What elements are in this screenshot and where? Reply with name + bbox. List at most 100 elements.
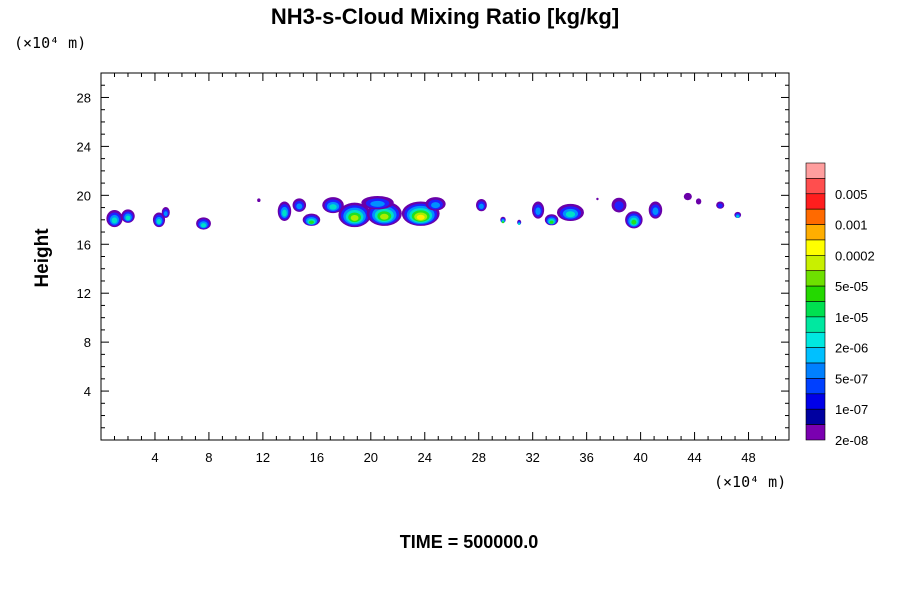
colorbar-swatch <box>805 424 826 441</box>
x-tick-label: 4 <box>151 450 158 465</box>
cloud-cell-layer <box>380 213 389 220</box>
colorbar-label: 0.0002 <box>835 248 875 263</box>
cloud-cell <box>596 197 599 201</box>
x-tick-label: 16 <box>310 450 324 465</box>
cloud-cell <box>196 217 211 230</box>
cloud-cell <box>544 214 559 226</box>
cloud-cell <box>500 216 506 224</box>
cloud-cell-layer <box>479 203 484 210</box>
cloud-cell-layer <box>535 207 541 216</box>
cloud-cell <box>361 195 394 210</box>
x-tick-label: 8 <box>205 450 212 465</box>
cloud-cell-layer <box>125 215 131 221</box>
y-tick-label: 8 <box>84 335 91 350</box>
time-footer: TIME = 500000.0 <box>400 532 539 552</box>
colorbar-swatch <box>805 393 826 410</box>
cloud-cell-layer <box>517 223 521 226</box>
x-unit-label: (×10⁴ m) <box>714 473 786 491</box>
cloud-cell-layer <box>631 219 637 225</box>
cloud-cell <box>152 212 166 228</box>
cloud-cell-layer <box>652 207 659 216</box>
y-tick-label: 4 <box>84 384 91 399</box>
cloud-cell <box>611 197 627 213</box>
cloud-cell-layer <box>350 214 359 221</box>
cloud-cell <box>302 213 321 226</box>
x-tick-label: 48 <box>741 450 755 465</box>
cloud-cell <box>695 198 702 205</box>
cloud-cell <box>517 219 522 226</box>
cloud-cell-layer <box>308 220 314 224</box>
colorbar: 0.005 0.001 0.0002 5e-05 1e-05 2e-06 5e-07 1e-0… <box>805 162 875 448</box>
colorbar-label: 2e-06 <box>835 341 868 356</box>
chart-title: NH3-s-Cloud Mixing Ratio [kg/kg] <box>271 4 619 29</box>
cloud-cell-layer <box>329 204 337 210</box>
colorbar-label: 1e-05 <box>835 310 868 325</box>
colorbar-label: 2e-08 <box>835 433 868 448</box>
cloud-cell <box>106 210 123 228</box>
x-tick-label: 28 <box>471 450 485 465</box>
cloud-cell-layer <box>695 198 702 205</box>
cloud-field-layer <box>106 192 742 230</box>
colorbar-swatch <box>805 408 826 425</box>
colorbar-swatch <box>805 270 826 287</box>
colorbar-swatch <box>805 162 826 179</box>
cloud-cell <box>366 201 402 226</box>
cloud-cell-layer <box>717 203 723 208</box>
cloud-cell-layer <box>111 217 118 224</box>
cloud-cell <box>716 201 725 209</box>
colorbar-swatch <box>805 331 826 348</box>
cloud-cell-layer <box>736 215 739 218</box>
cloud-cell-layer <box>501 221 505 224</box>
colorbar-swatch <box>805 208 826 225</box>
x-tick-label: 32 <box>525 450 539 465</box>
cloud-cell <box>121 209 135 223</box>
cloud-cell <box>322 197 344 214</box>
colorbar-swatch <box>805 301 826 318</box>
x-tick-label: 12 <box>256 450 270 465</box>
colorbar-label: 5e-07 <box>835 371 868 386</box>
x-tick-label: 20 <box>364 450 378 465</box>
y-unit-label: (×10⁴ m) <box>14 34 86 52</box>
cloud-cell-layer <box>156 219 162 225</box>
cloud-cell-layer <box>596 197 599 201</box>
cloud-cell <box>683 192 692 201</box>
cloud-cell <box>338 202 371 228</box>
cloud-cell-layer <box>416 214 425 220</box>
colorbar-swatch <box>805 362 826 379</box>
y-tick-label: 20 <box>77 188 91 203</box>
cloud-cell <box>277 201 292 222</box>
y-tick-label: 28 <box>77 90 91 105</box>
cloud-cell <box>292 198 307 212</box>
cloud-cell <box>476 199 487 212</box>
cloud-cell-layer <box>296 203 303 210</box>
x-tick-label: 40 <box>633 450 647 465</box>
x-tick-label: 36 <box>579 450 593 465</box>
cloud-cell-layer <box>282 209 287 217</box>
cloud-cell-layer <box>431 202 441 209</box>
y-tick-label: 24 <box>77 139 91 154</box>
colorbar-swatch <box>805 347 826 364</box>
colorbar-swatch <box>805 285 826 302</box>
cloud-cell <box>625 211 643 229</box>
cloud-cell-layer <box>565 211 576 218</box>
colorbar-swatch <box>805 178 826 195</box>
y-tick-label: 12 <box>77 286 91 301</box>
cloud-cell <box>161 206 170 218</box>
cloud-cell-layer <box>200 223 207 228</box>
x-tick-label: 44 <box>687 450 701 465</box>
colorbar-label: 1e-07 <box>835 402 868 417</box>
cloud-cell <box>532 201 545 219</box>
colorbar-swatch <box>805 224 826 241</box>
plot-frame <box>100 72 790 441</box>
y-tick-label: 16 <box>77 237 91 252</box>
cloud-cell <box>257 198 261 203</box>
colorbar-label: 0.005 <box>835 187 868 202</box>
cloud-cell <box>648 201 663 219</box>
cloud-cell-layer <box>549 220 554 224</box>
x-tick-label: 24 <box>418 450 432 465</box>
cloud-cell-layer <box>683 192 692 201</box>
colorbar-swatch <box>805 193 826 210</box>
